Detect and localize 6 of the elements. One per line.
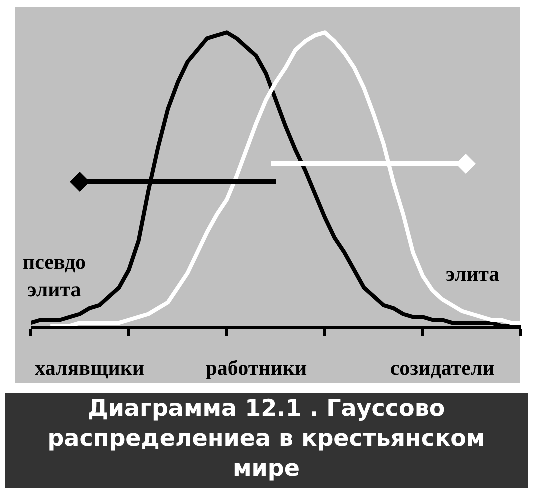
x-tick-label: созидатели — [390, 356, 495, 380]
text: Диаграмма 12.1 . Гауссово распределениеа в крестьянском мире — [48, 396, 486, 482]
annotation: элита — [446, 262, 500, 286]
annotation: псевдо элита — [23, 250, 86, 302]
x-tick-label: халявщики — [35, 356, 145, 380]
x-tick-label: работники — [206, 356, 308, 380]
